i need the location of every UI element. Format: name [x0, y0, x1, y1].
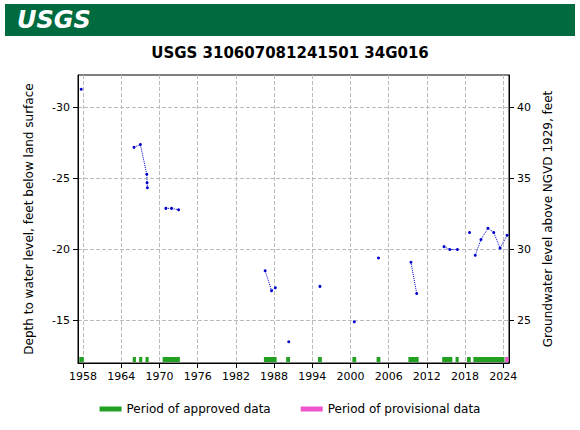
svg-text:1976: 1976: [184, 370, 212, 383]
svg-text:-25: -25: [52, 172, 70, 185]
svg-text:1982: 1982: [222, 370, 250, 383]
svg-text:2000: 2000: [336, 370, 364, 383]
svg-text:-20: -20: [52, 243, 70, 256]
svg-text:-30: -30: [52, 101, 70, 114]
svg-text:1988: 1988: [260, 370, 288, 383]
svg-text:Period of approved data: Period of approved data: [127, 402, 271, 416]
svg-text:1994: 1994: [298, 370, 326, 383]
svg-text:Period of provisional data: Period of provisional data: [328, 402, 481, 416]
svg-text:30: 30: [517, 243, 531, 256]
svg-text:2006: 2006: [375, 370, 403, 383]
svg-text:25: 25: [517, 314, 531, 327]
svg-text:1964: 1964: [107, 370, 135, 383]
svg-text:2024: 2024: [489, 370, 517, 383]
svg-text:2012: 2012: [413, 370, 441, 383]
svg-text:35: 35: [517, 172, 531, 185]
svg-text:Groundwater level above NGVD 1: Groundwater level above NGVD 1929, feet: [541, 90, 555, 347]
svg-text:1970: 1970: [145, 370, 173, 383]
svg-text:40: 40: [517, 101, 531, 114]
svg-text:-15: -15: [52, 314, 70, 327]
svg-text:1958: 1958: [69, 370, 97, 383]
html-text:USGS: USGS: [17, 6, 91, 34]
svg-text:USGS 310607081241501 34G016: USGS 310607081241501 34G016: [151, 44, 429, 62]
svg-text:2018: 2018: [451, 370, 479, 383]
svg-text:Depth to water level, feet bel: Depth to water level, feet below land su…: [22, 83, 36, 354]
